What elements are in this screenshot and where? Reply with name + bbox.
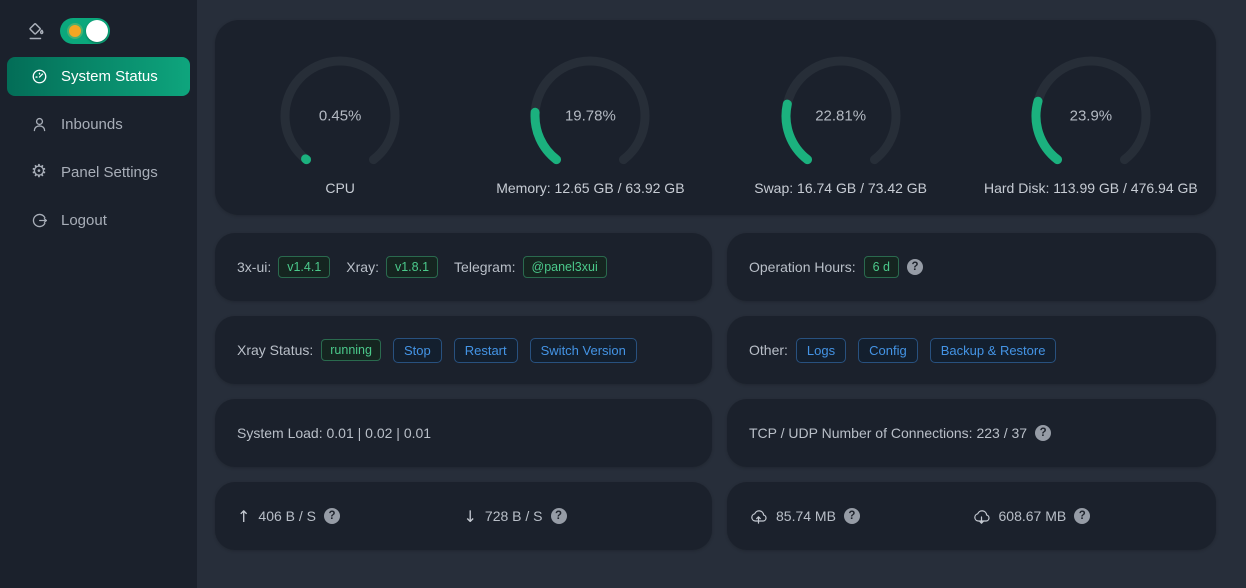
gauge-swap: 22.81% Swap: 16.74 GB / 73.42 GB xyxy=(716,54,966,196)
config-button[interactable]: Config xyxy=(858,337,918,363)
user-icon xyxy=(30,116,48,133)
gauge-label: Swap: 16.74 GB / 73.42 GB xyxy=(754,180,928,196)
download-speed: ↓ 728 B / S ? xyxy=(464,507,691,526)
network-speed-card: ↑ 406 B / S ? ↓ 728 B / S ? xyxy=(215,482,712,550)
telegram-label: Telegram: xyxy=(454,259,516,275)
telegram-handle-tag[interactable]: @panel3xui xyxy=(522,256,607,278)
download-speed-value: 728 B / S xyxy=(484,508,543,524)
system-load-card: System Load: 0.01 | 0.02 | 0.01 xyxy=(215,399,712,467)
total-upload: 85.74 MB ? xyxy=(749,508,972,525)
xray-label: Xray: xyxy=(346,259,379,275)
gauge-percent-value: 19.78% xyxy=(564,107,616,125)
question-circle-icon[interactable]: ? xyxy=(1074,508,1091,524)
sidebar-item-label: Inbounds xyxy=(61,115,123,133)
question-circle-icon[interactable]: ? xyxy=(907,259,923,275)
upload-speed-value: 406 B / S xyxy=(258,508,316,524)
sidebar-header xyxy=(0,0,197,46)
system-load-text: System Load: 0.01 | 0.02 | 0.01 xyxy=(237,425,432,441)
sidebar-menu: System Status Inbounds ⚙ Panel Settings xyxy=(0,57,197,240)
xray-status-card: Xray Status: running Stop Restart Switch… xyxy=(215,316,712,384)
restart-button[interactable]: Restart xyxy=(453,337,518,363)
operation-hours-tag: 6 d xyxy=(863,256,899,278)
gauge-percent-value: 23.9% xyxy=(1069,107,1113,125)
switch-version-button[interactable]: Switch Version xyxy=(529,337,637,363)
sidebar-item-label: System Status xyxy=(61,68,158,85)
arrow-up-icon: ↑ xyxy=(237,506,251,526)
xui-label: 3x-ui: xyxy=(237,259,272,275)
gear-icon: ⚙ xyxy=(30,161,48,182)
connections-card: TCP / UDP Number of Connections: 223 / 3… xyxy=(727,399,1216,467)
logout-icon xyxy=(30,212,48,229)
sun-icon xyxy=(69,25,81,37)
arrow-down-icon: ↓ xyxy=(463,506,477,526)
cloud-download-icon xyxy=(972,508,991,525)
toggle-knob xyxy=(86,20,108,42)
system-gauges-card: 0.45% CPU 19.78% Memory: 12.65 GB / 63.9… xyxy=(215,20,1216,215)
xui-version-tag: v1.4.1 xyxy=(278,256,331,278)
dark-mode-toggle[interactable] xyxy=(60,18,110,44)
operation-hours-card: Operation Hours: 6 d ? xyxy=(727,233,1216,301)
gauge-arc xyxy=(530,56,650,165)
versions-card: 3x-ui: v1.4.1 Xray: v1.8.1 Telegram: @pa… xyxy=(215,233,712,301)
main-content: 0.45% CPU 19.78% Memory: 12.65 GB / 63.9… xyxy=(197,0,1246,588)
gauge-cpu: 0.45% CPU xyxy=(215,54,465,196)
gauge-arc xyxy=(1031,56,1151,165)
backup-restore-button[interactable]: Backup & Restore xyxy=(929,337,1057,363)
dashboard-icon xyxy=(30,68,48,85)
gauge-memory: 19.78% Memory: 12.65 GB / 63.92 GB xyxy=(465,54,715,196)
total-upload-value: 85.74 MB xyxy=(776,508,836,524)
gauge-percent-value: 0.45% xyxy=(318,107,362,125)
other-actions-card: Other: Logs Config Backup & Restore xyxy=(727,316,1216,384)
xray-status-label: Xray Status: xyxy=(237,342,314,358)
xray-status-badge: running xyxy=(321,339,381,361)
total-download: 608.67 MB ? xyxy=(972,508,1195,525)
connections-text: TCP / UDP Number of Connections: 223 / 3… xyxy=(749,425,1028,441)
network-total-card: 85.74 MB ? 608.67 MB ? xyxy=(727,482,1216,550)
cloud-upload-icon xyxy=(749,508,768,525)
xray-version-tag: v1.8.1 xyxy=(385,256,439,278)
sidebar-item-system-status[interactable]: System Status xyxy=(7,57,190,96)
question-circle-icon[interactable]: ? xyxy=(1035,425,1052,441)
upload-speed: ↑ 406 B / S ? xyxy=(237,507,464,526)
gauge-arc xyxy=(781,56,901,165)
other-label: Other: xyxy=(749,342,788,358)
question-circle-icon[interactable]: ? xyxy=(550,508,567,524)
gauge-label: Memory: 12.65 GB / 63.92 GB xyxy=(496,180,685,196)
paint-theme-icon xyxy=(27,22,46,41)
question-circle-icon[interactable]: ? xyxy=(324,508,340,524)
question-circle-icon[interactable]: ? xyxy=(843,508,860,524)
sidebar-item-label: Panel Settings xyxy=(61,163,158,181)
sidebar-item-panel-settings[interactable]: ⚙ Panel Settings xyxy=(0,152,197,192)
sidebar-item-logout[interactable]: Logout xyxy=(0,200,197,240)
gauge-label: CPU xyxy=(325,180,355,196)
gauge-label: Hard Disk: 113.99 GB / 476.94 GB xyxy=(984,180,1198,196)
gauge-hard-disk: 23.9% Hard Disk: 113.99 GB / 476.94 GB xyxy=(966,54,1216,196)
stop-button[interactable]: Stop xyxy=(392,337,442,363)
sidebar-item-label: Logout xyxy=(61,211,107,229)
sidebar: System Status Inbounds ⚙ Panel Settings xyxy=(0,0,197,588)
gauge-percent-value: 22.81% xyxy=(815,107,867,125)
logs-button[interactable]: Logs xyxy=(795,337,847,363)
operation-hours-label: Operation Hours: xyxy=(749,259,856,275)
sidebar-item-inbounds[interactable]: Inbounds xyxy=(0,104,197,144)
total-download-value: 608.67 MB xyxy=(998,508,1067,524)
gauge-arc xyxy=(280,56,400,165)
